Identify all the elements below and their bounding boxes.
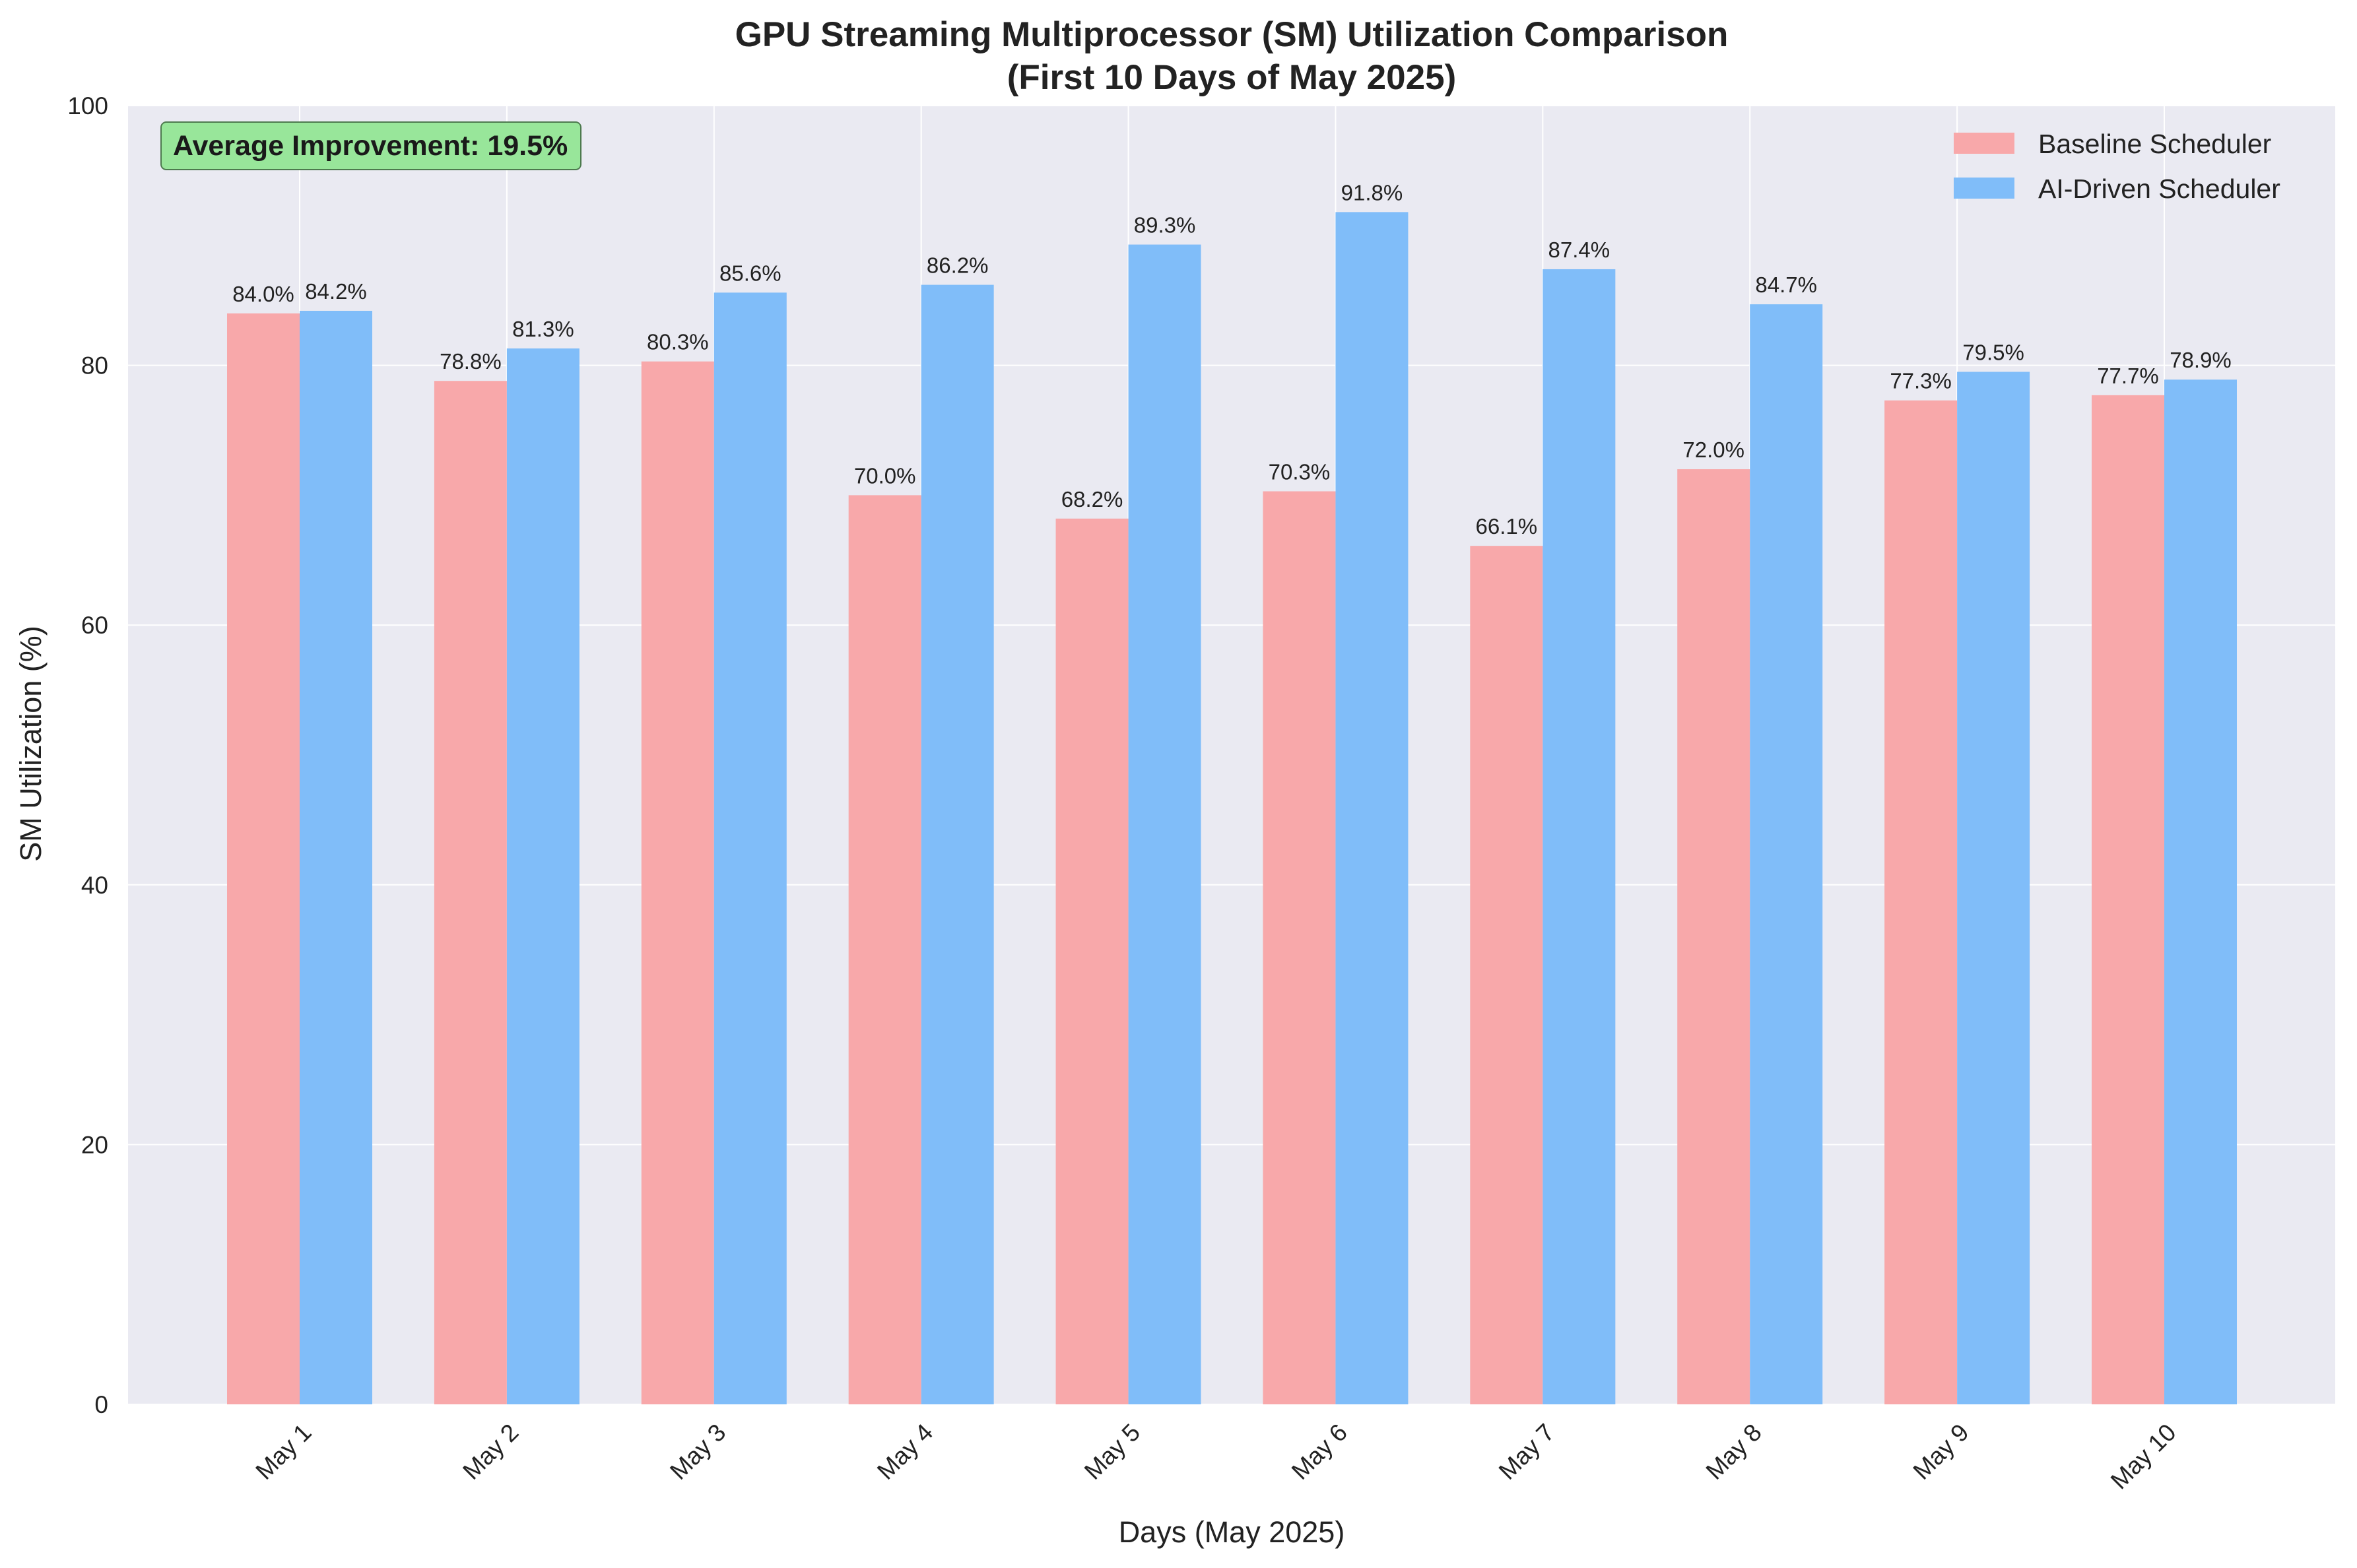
data-label-baseline: 70.0%	[854, 463, 916, 488]
y-tick-label: 40	[81, 872, 108, 899]
legend: Baseline Scheduler AI-Driven Scheduler	[1954, 129, 2280, 204]
x-axis-ticks: May 1 May 2 May 3 May 4 May 5 May 6 May 7 May 8…	[250, 1419, 2181, 1495]
data-label-baseline: 77.7%	[2097, 364, 2159, 388]
data-label-baseline: 84.0%	[232, 282, 294, 306]
legend-label-ai-driven: AI-Driven Scheduler	[2038, 174, 2280, 204]
data-label-ai-driven: 87.4%	[1548, 238, 1610, 262]
data-label-ai-driven: 79.5%	[1962, 340, 2024, 364]
x-tick-label: May 9	[1908, 1419, 1974, 1485]
data-label-baseline: 77.3%	[1890, 369, 1952, 393]
bar-baseline	[1677, 469, 1750, 1404]
data-labels: 84.0% 78.8% 80.3% 70.0% 68.2% 70.3% 66.1% 72.0%…	[232, 180, 2232, 539]
annotation-box	[160, 121, 581, 170]
bar-ai-driven	[1750, 304, 1823, 1404]
y-tick-label: 0	[94, 1391, 108, 1418]
bar-baseline	[434, 381, 507, 1404]
bar-ai-driven	[921, 284, 994, 1405]
bar-baseline	[641, 361, 714, 1404]
legend-swatch-baseline	[1954, 133, 2014, 154]
bar-ai-driven	[714, 292, 787, 1405]
bar-ai-driven	[1335, 212, 1409, 1405]
bar-ai-driven	[1957, 372, 2030, 1405]
chart-subtitle: (First 10 Days of May 2025)	[1007, 58, 1456, 97]
bar-baseline	[2092, 395, 2164, 1404]
y-tick-label: 80	[81, 352, 108, 379]
y-tick-label: 20	[81, 1131, 108, 1158]
data-label-ai-driven: 78.9%	[2170, 348, 2232, 372]
bar-baseline	[1055, 518, 1129, 1404]
data-label-baseline: 68.2%	[1061, 487, 1123, 511]
legend-label-baseline: Baseline Scheduler	[2038, 129, 2271, 159]
bar-ai-driven	[300, 310, 372, 1405]
data-label-ai-driven: 85.6%	[719, 261, 781, 285]
data-label-baseline: 70.3%	[1269, 459, 1331, 484]
data-label-ai-driven: 84.7%	[1755, 273, 1817, 297]
bar-ai-driven	[1543, 269, 1616, 1404]
data-label-baseline: 78.8%	[440, 349, 502, 374]
y-tick-label: 100	[67, 92, 108, 119]
data-label-ai-driven: 91.8%	[1341, 180, 1403, 205]
bar-ai-driven	[2164, 379, 2237, 1404]
bar-baseline	[848, 495, 921, 1404]
x-tick-label: May 6	[1286, 1419, 1352, 1485]
data-label-baseline: 72.0%	[1682, 438, 1744, 462]
bar-baseline	[1263, 491, 1336, 1404]
y-tick-label: 60	[81, 612, 108, 639]
x-tick-label: May 1	[250, 1419, 316, 1485]
x-tick-label: May 5	[1079, 1419, 1145, 1485]
x-tick-label: May 7	[1494, 1419, 1560, 1485]
x-tick-label: May 3	[665, 1419, 731, 1485]
x-tick-label: May 10	[2106, 1419, 2181, 1495]
bar-baseline	[1884, 400, 1958, 1404]
bar-ai-driven	[1128, 244, 1201, 1405]
data-label-baseline: 66.1%	[1476, 514, 1538, 539]
data-label-ai-driven: 89.3%	[1134, 213, 1196, 238]
y-axis-label: SM Utilization (%)	[14, 626, 48, 862]
x-axis-label: Days (May 2025)	[1119, 1515, 1345, 1549]
data-label-ai-driven: 84.2%	[305, 279, 367, 304]
average-improvement-annotation: Average Improvement: 19.5%	[160, 121, 581, 170]
data-label-ai-driven: 81.3%	[512, 317, 574, 341]
data-label-baseline: 80.3%	[647, 330, 709, 354]
bars	[227, 212, 2237, 1405]
bar-ai-driven	[506, 348, 580, 1404]
x-tick-label: May 8	[1701, 1419, 1767, 1485]
legend-swatch-ai-driven	[1954, 178, 2014, 199]
data-label-ai-driven: 86.2%	[927, 253, 989, 278]
bar-baseline	[227, 313, 300, 1404]
x-tick-label: May 4	[872, 1419, 938, 1485]
chart-title: GPU Streaming Multiprocessor (SM) Utiliz…	[735, 15, 1729, 54]
x-tick-label: May 2	[457, 1419, 523, 1485]
annotation-text: Average Improvement: 19.5%	[173, 130, 568, 162]
bar-baseline	[1470, 546, 1543, 1404]
y-axis-ticks: 0 20 40 60 80 100	[67, 92, 108, 1418]
